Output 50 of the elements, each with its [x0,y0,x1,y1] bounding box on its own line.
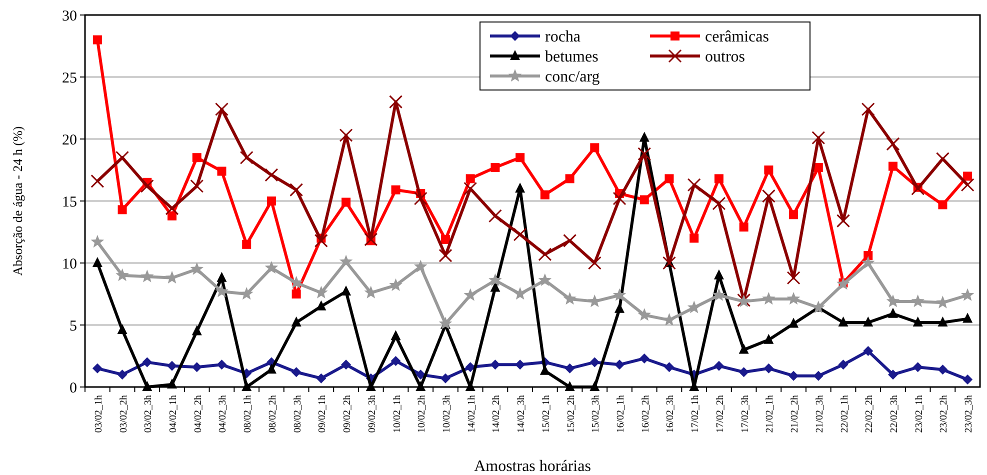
y-tick-label: 15 [62,194,77,210]
legend-label: outros [705,48,745,66]
x-tick-label: 10/02_3h [441,395,452,433]
x-tick-label: 21/02_3h [814,395,826,433]
x-tick-label: 08/02_2h [267,395,278,433]
x-tick-label: 03/02_2h [118,395,130,433]
x-tick-label: 10/02_2h [416,395,428,433]
x-tick-label: 08/02_1h [242,395,254,433]
x-tick-label: 23/02_2h [938,395,950,433]
x-tick-label: 09/02_2h [342,395,354,433]
y-tick-label: 25 [62,70,77,86]
x-axis-title: Amostras horárias [474,458,591,475]
x-tick-label: 15/02_1h [540,395,552,433]
x-tick-label: 17/02_3h [740,395,751,433]
legend-label: cerâmicas [705,28,769,46]
y-tick-label: 30 [62,8,77,24]
x-tick-label: 14/02_1h [466,395,478,433]
y-tick-label: 5 [70,318,77,334]
x-tick-label: 04/02_1h [168,395,180,433]
x-tick-label: 03/02_3h [143,395,154,433]
x-tick-label: 04/02_2h [192,395,204,433]
x-tick-label: 21/02_2h [790,395,801,433]
y-tick-label: 20 [62,132,77,148]
x-tick-label: 10/02_1h [392,395,403,433]
x-tick-label: 16/02_1h [616,395,627,433]
x-tick-label: 22/02_3h [888,395,900,433]
x-tick-label: 14/02_2h [491,395,502,433]
x-tick-label: 17/02_1h [690,395,702,433]
x-tick-label: 16/02_2h [640,395,652,433]
x-tick-label: 15/02_3h [590,395,602,433]
x-tick-label: 03/02_1h [93,395,104,433]
x-tick-label: 22/02_2h [864,395,876,433]
legend-label: rocha [545,28,581,46]
x-tick-label: 09/02_1h [317,395,328,433]
x-tick-label: 15/02_2h [566,395,577,433]
x-tick-label: 08/02_3h [292,395,304,433]
x-tick-label: 09/02_3h [366,395,378,433]
y-axis-title: Absorção de água - 24 h (%) [10,126,25,276]
x-tick-label: 23/02_3h [964,395,975,433]
y-tick-label: 0 [70,380,77,396]
x-tick-label: 21/02_1h [764,395,776,433]
x-tick-label: 04/02_3h [218,395,229,433]
x-tick-label: 22/02_1h [839,395,850,433]
legend-label: betumes [545,48,598,66]
legend-label: conc/arg [545,68,600,86]
y-tick-label: 10 [62,256,77,272]
x-tick-label: 23/02_1h [914,395,925,433]
x-tick-label: 17/02_2h [714,395,726,433]
x-tick-label: 14/02_3h [516,395,528,433]
x-tick-label: 16/02_3h [665,395,676,433]
